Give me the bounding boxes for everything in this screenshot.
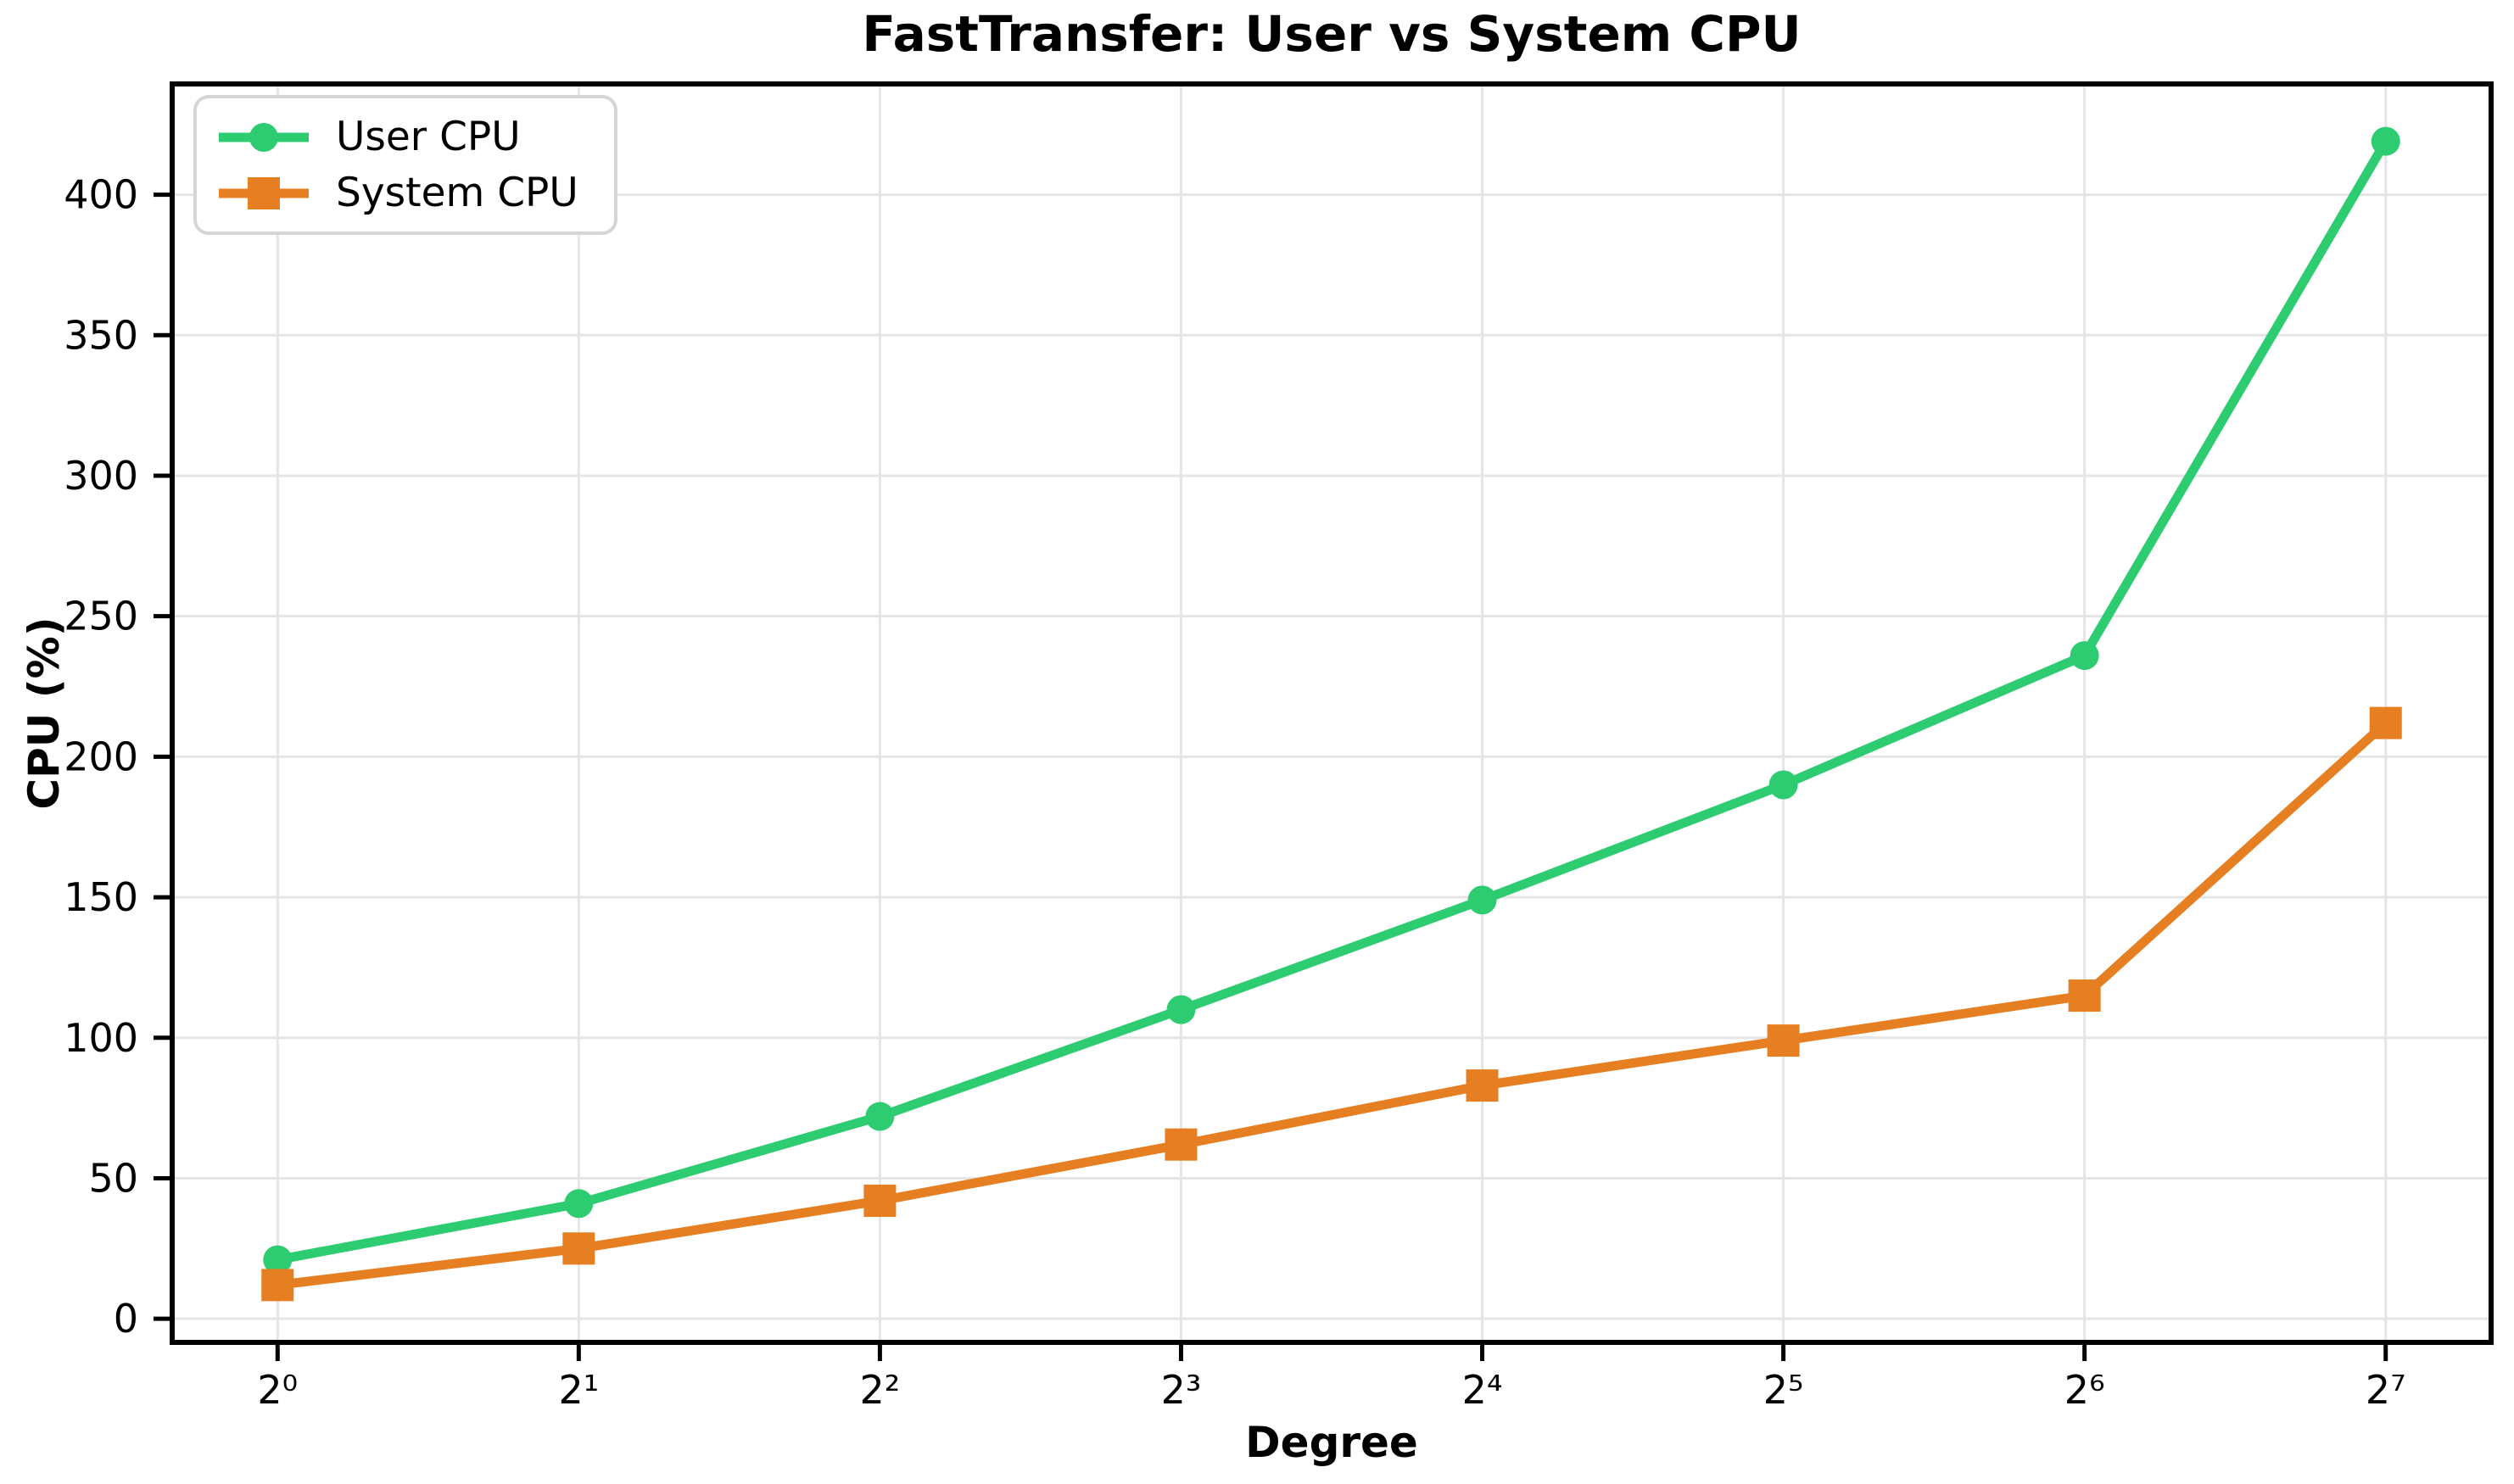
svg-text:250: 250 <box>64 594 138 639</box>
svg-text:2⁷: 2⁷ <box>2366 1367 2406 1413</box>
svg-text:200: 200 <box>64 734 138 779</box>
svg-text:50: 50 <box>88 1155 138 1201</box>
system-cpu-line-square-marker-icon <box>219 176 309 209</box>
svg-text:400: 400 <box>64 172 138 218</box>
svg-text:150: 150 <box>64 874 138 920</box>
y-axis-label: CPU (%) <box>20 616 69 810</box>
svg-text:2⁴: 2⁴ <box>1462 1367 1503 1413</box>
svg-text:2⁵: 2⁵ <box>1763 1367 1804 1413</box>
legend-item-system-cpu: System CPU <box>217 169 578 216</box>
legend-label-system-cpu: System CPU <box>336 169 578 216</box>
svg-text:2³: 2³ <box>1161 1367 1202 1413</box>
svg-text:2²: 2² <box>860 1367 901 1413</box>
svg-text:300: 300 <box>64 453 138 499</box>
legend-label-user-cpu: User CPU <box>336 114 521 160</box>
svg-text:2⁰: 2⁰ <box>257 1367 298 1413</box>
user-cpu-line-circle-marker-icon <box>219 122 309 152</box>
legend-item-user-cpu: User CPU <box>217 115 578 159</box>
svg-text:2¹: 2¹ <box>558 1367 599 1413</box>
x-axis-label: Degree <box>1245 1418 1418 1467</box>
legend: User CPU System CPU <box>193 95 617 236</box>
svg-text:100: 100 <box>64 1015 138 1061</box>
svg-text:2⁶: 2⁶ <box>2064 1367 2105 1413</box>
svg-text:0: 0 <box>114 1296 138 1342</box>
chart-title: FastTransfer: User vs System CPU <box>862 5 1802 63</box>
svg-text:350: 350 <box>64 312 138 358</box>
